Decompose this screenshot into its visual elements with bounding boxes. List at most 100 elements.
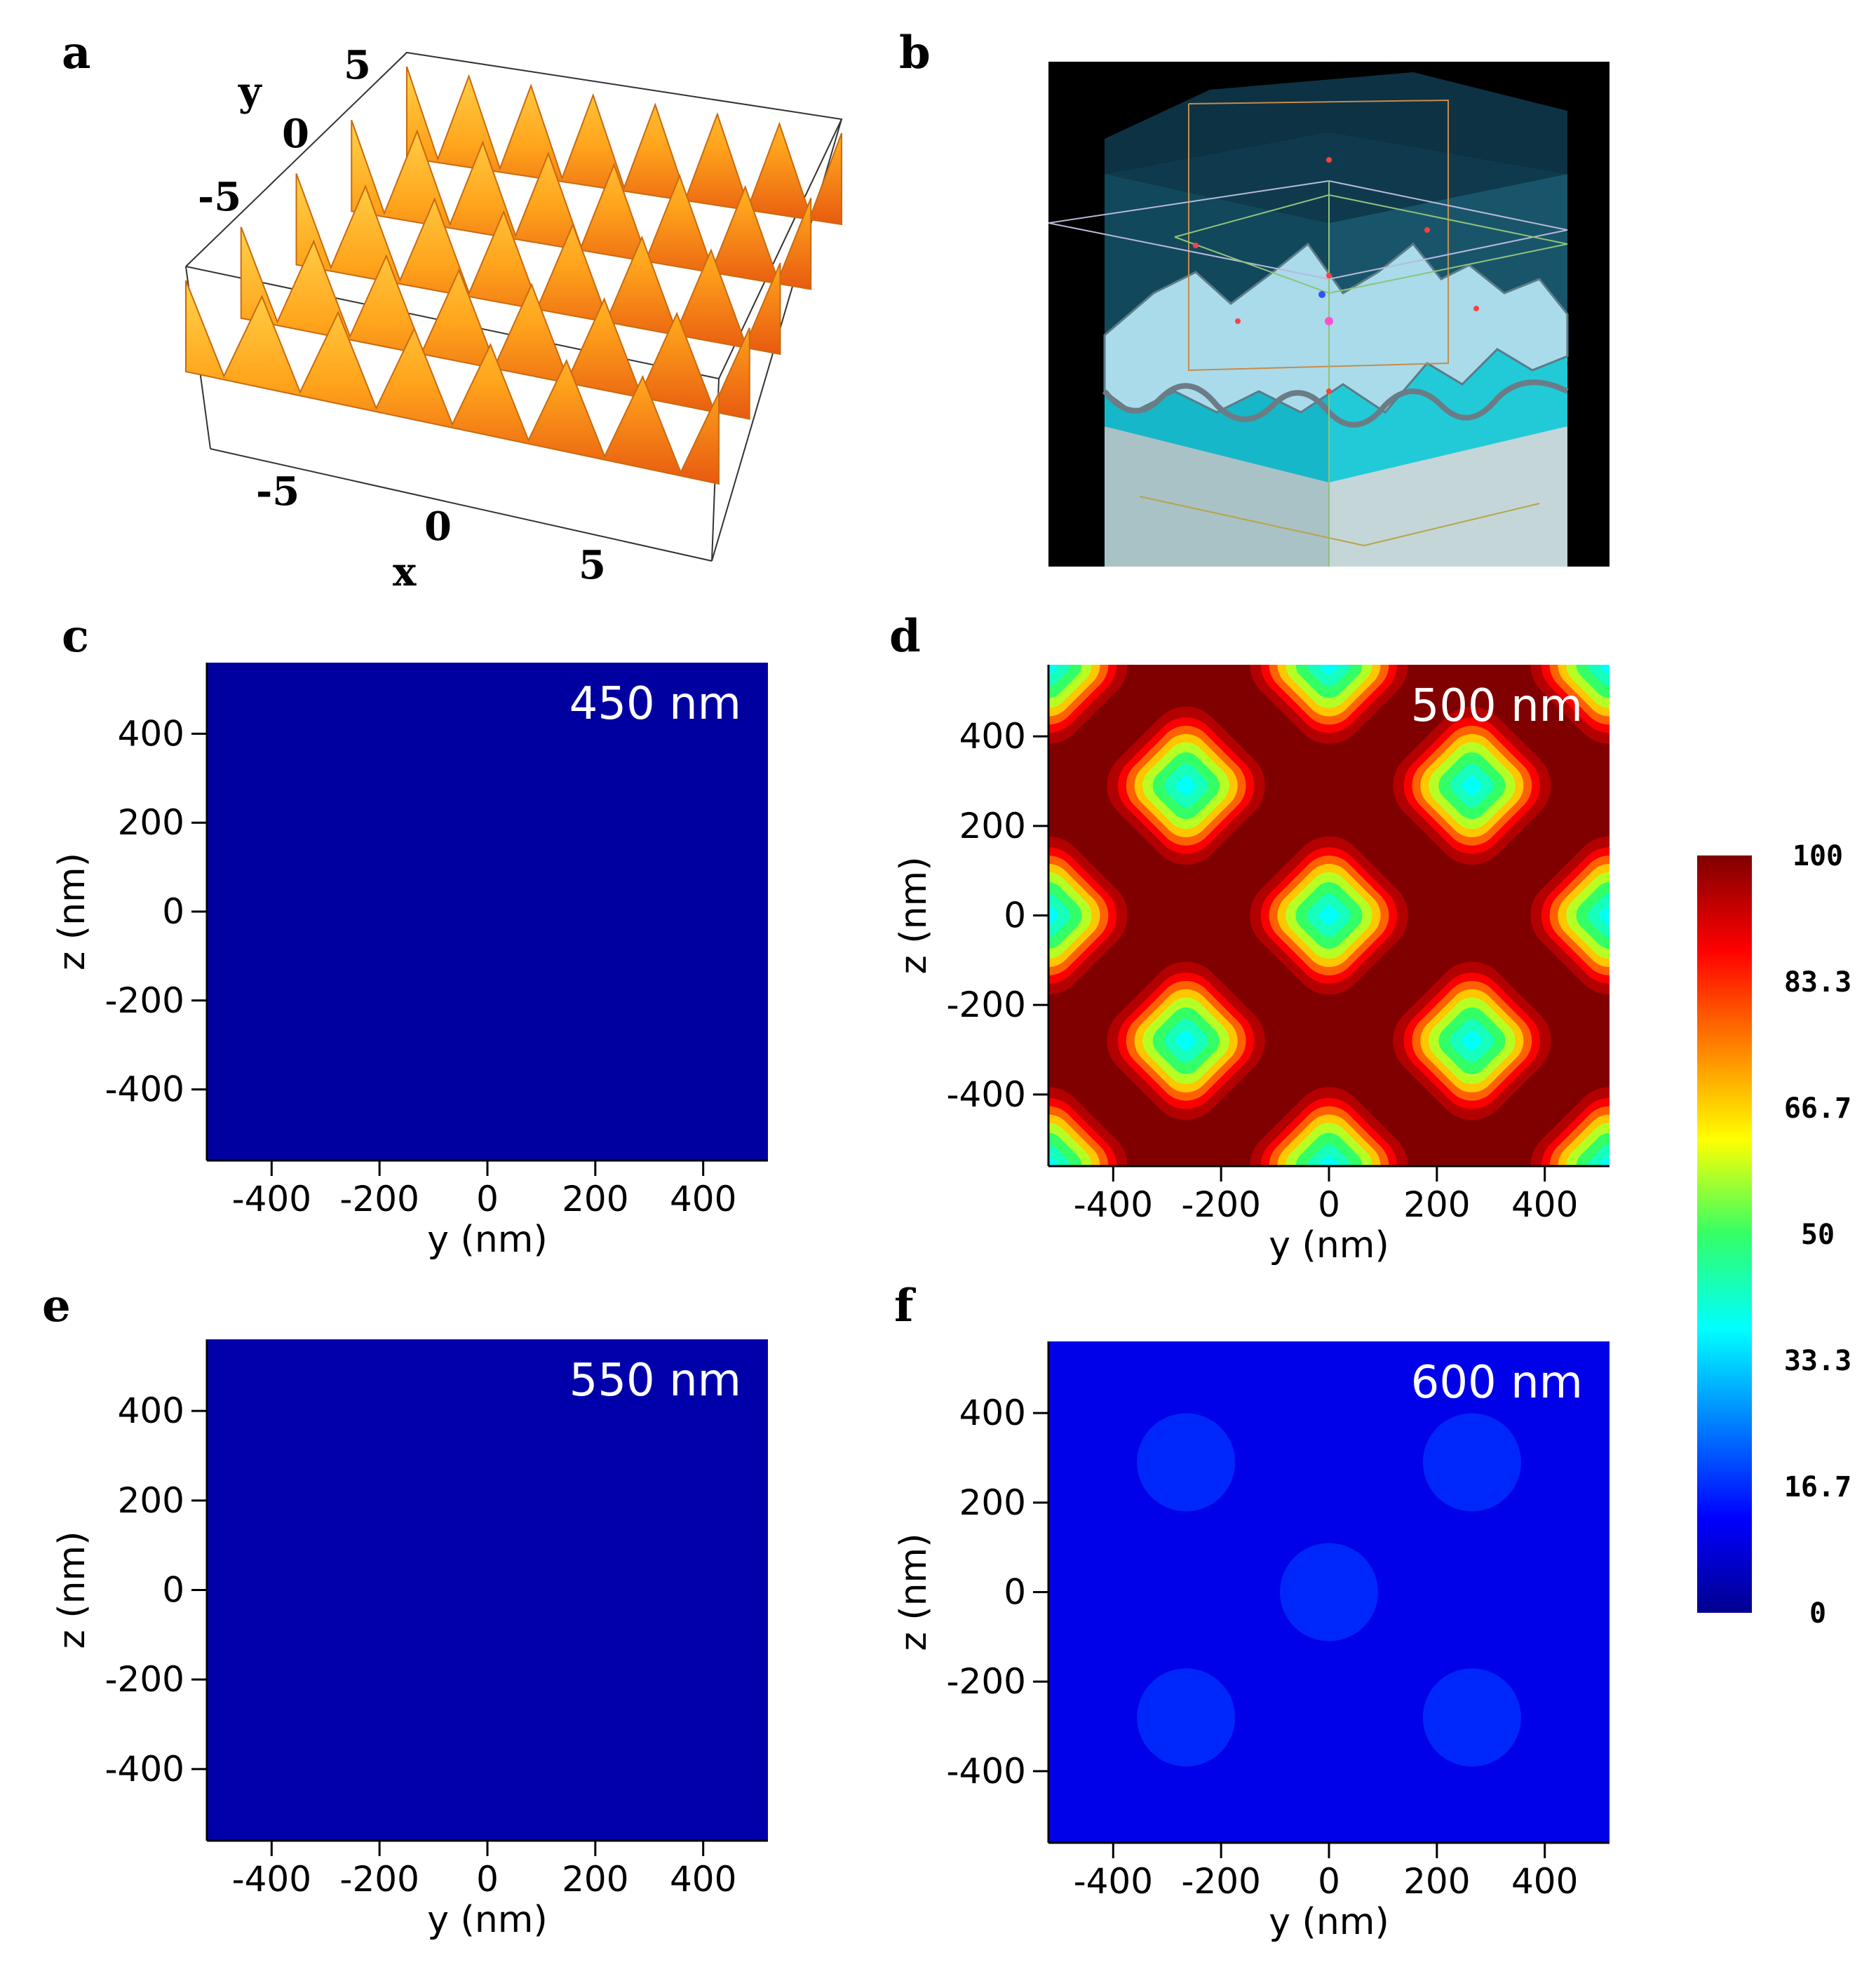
- y-tick-label: 400: [118, 713, 184, 754]
- x-tick-label: -200: [339, 1859, 419, 1900]
- y-tick-label: -400: [947, 1074, 1026, 1115]
- panel-e-heatmap: 400 200 0 -200 -400 -400 -200 0 200 400 y (nm) z (n…: [51, 1339, 768, 1941]
- heatmap-spot: [1250, 836, 1408, 995]
- heatmap-spot: [1280, 1543, 1378, 1642]
- x-tick-label: 0: [1318, 1861, 1340, 1902]
- y-tick-label: -200: [947, 985, 1026, 1025]
- y-tick-label: -200: [105, 1659, 184, 1700]
- x-axis-title: y (nm): [1269, 1224, 1389, 1266]
- x-tick-label: 200: [1403, 1184, 1470, 1225]
- panel-c-heatmap: 400 200 0 -200 -400 -400 -200 0 200 400 y (nm) z (n…: [51, 663, 768, 1261]
- panel-letter-a: a: [62, 27, 91, 79]
- y-tick-label: 0: [162, 1570, 184, 1611]
- y-tick-label: 0: [1004, 895, 1026, 936]
- y-axis-title: z (nm): [893, 1533, 935, 1651]
- x-tick-label: -400: [232, 1859, 311, 1900]
- panel-letter-f: f: [894, 1280, 914, 1332]
- y-axis-title: z (nm): [893, 856, 935, 974]
- panel-a-x-tick-0: 0: [424, 503, 452, 550]
- heatmap-spot: [1250, 1087, 1408, 1166]
- wavelength-label: 450 nm: [569, 678, 741, 730]
- colorbar: 100 83.3 66.7 50 33.3 16.7 0: [1697, 840, 1851, 1630]
- y-tick-label: 200: [118, 802, 184, 843]
- heatmap-spot: [1530, 836, 1610, 995]
- wavelength-label: 600 nm: [1411, 1357, 1583, 1409]
- panel-b-simulation-geometry: [1048, 62, 1610, 567]
- heatmap-spot: [1048, 1087, 1128, 1166]
- panel-f-heatmap: 400 200 0 -200 -400 -400 -200 0 200 400 y (nm) z (n…: [893, 1341, 1610, 1943]
- surface-ridge-row: [185, 280, 720, 485]
- heatmap-spot: [1137, 1413, 1236, 1512]
- x-tick-label: -200: [339, 1179, 419, 1219]
- panel-d-heatmap: 400 200 0 -200 -400 -400 -200 0 200 400 y (nm) z (n…: [893, 665, 1610, 1266]
- wavelength-label: 500 nm: [1411, 680, 1583, 732]
- y-tick-label: 200: [959, 806, 1026, 846]
- panel-letter-d: d: [889, 610, 921, 663]
- y-tick-label: 400: [118, 1391, 184, 1431]
- x-axis-title: y (nm): [1269, 1901, 1389, 1943]
- panel-letter-e: e: [42, 1280, 71, 1332]
- x-tick-label: -400: [1074, 1184, 1153, 1225]
- heatmap-spot: [1422, 1413, 1521, 1512]
- surface-ridge-row: [351, 119, 812, 290]
- x-tick-label: 200: [1403, 1861, 1470, 1902]
- x-tick-label: -400: [232, 1179, 311, 1219]
- panel-a-y-tick-neg5: -5: [198, 174, 241, 220]
- x-tick-label: -200: [1181, 1861, 1260, 1902]
- x-tick-label: 400: [670, 1859, 736, 1900]
- x-tick-label: 400: [1511, 1184, 1578, 1225]
- x-tick-label: 0: [476, 1859, 499, 1900]
- panel-letter-c: c: [62, 610, 89, 663]
- heatmap-spot: [1530, 1087, 1610, 1166]
- heatmap-spot: [1107, 706, 1265, 865]
- colorbar-tick-label: 33.3: [1784, 1345, 1851, 1377]
- y-tick-label: -400: [105, 1749, 184, 1790]
- x-tick-label: 200: [562, 1859, 628, 1900]
- heatmap-spot: [1250, 665, 1408, 744]
- heatmap-spot: [1107, 961, 1265, 1120]
- colorbar-tick-label: 100: [1793, 840, 1843, 872]
- panel-a-surface-plot: y 5 0 -5 -5 0 x 5: [185, 42, 843, 595]
- y-tick-label: 400: [959, 1393, 1026, 1433]
- y-tick-label: -400: [105, 1069, 184, 1110]
- panel-a-x-tick-5: 5: [579, 542, 606, 588]
- y-tick-label: 0: [1004, 1572, 1026, 1613]
- colorbar-gradient: [1697, 855, 1752, 1613]
- panel-a-y-label: y: [238, 69, 262, 115]
- x-axis-title: y (nm): [427, 1219, 548, 1261]
- colorbar-tick-label: 83.3: [1784, 966, 1851, 999]
- x-tick-label: 0: [476, 1179, 499, 1219]
- y-tick-label: -200: [947, 1661, 1026, 1702]
- x-tick-label: 200: [562, 1179, 628, 1219]
- y-tick-label: 200: [959, 1482, 1026, 1523]
- x-tick-label: 400: [1511, 1861, 1578, 1902]
- heatmap-field: [207, 663, 768, 1161]
- panel-a-y-tick-5: 5: [344, 42, 371, 88]
- colorbar-tick-label: 16.7: [1784, 1471, 1851, 1503]
- wavelength-label: 550 nm: [569, 1355, 741, 1407]
- heatmap-field: [207, 1339, 768, 1841]
- sim-peaks: [1103, 242, 1569, 414]
- y-tick-label: 200: [118, 1480, 184, 1521]
- y-tick-label: 400: [959, 716, 1026, 757]
- x-tick-label: 400: [670, 1179, 736, 1219]
- x-axis-title: y (nm): [427, 1899, 548, 1941]
- y-tick-label: 0: [162, 891, 184, 932]
- y-axis-title: z (nm): [51, 1531, 93, 1649]
- heatmap-spot: [1137, 1668, 1236, 1767]
- heatmap-spot: [1530, 665, 1610, 744]
- heatmap-spot: [1048, 836, 1128, 995]
- x-tick-label: -400: [1074, 1861, 1153, 1902]
- heatmap-spot: [1422, 1668, 1521, 1767]
- surface-ridge-row: [295, 173, 781, 356]
- y-tick-label: -400: [947, 1751, 1026, 1792]
- panel-letter-b: b: [899, 27, 931, 79]
- y-axis-title: z (nm): [51, 853, 93, 970]
- heatmap-spot: [1393, 961, 1551, 1120]
- x-tick-label: 0: [1318, 1184, 1340, 1225]
- colorbar-tick-label: 50: [1801, 1219, 1835, 1251]
- panel-a-ridges: [185, 66, 842, 485]
- surface-ridge-row: [406, 66, 842, 226]
- colorbar-tick-label: 0: [1809, 1597, 1826, 1630]
- heatmap-spot: [1393, 706, 1551, 865]
